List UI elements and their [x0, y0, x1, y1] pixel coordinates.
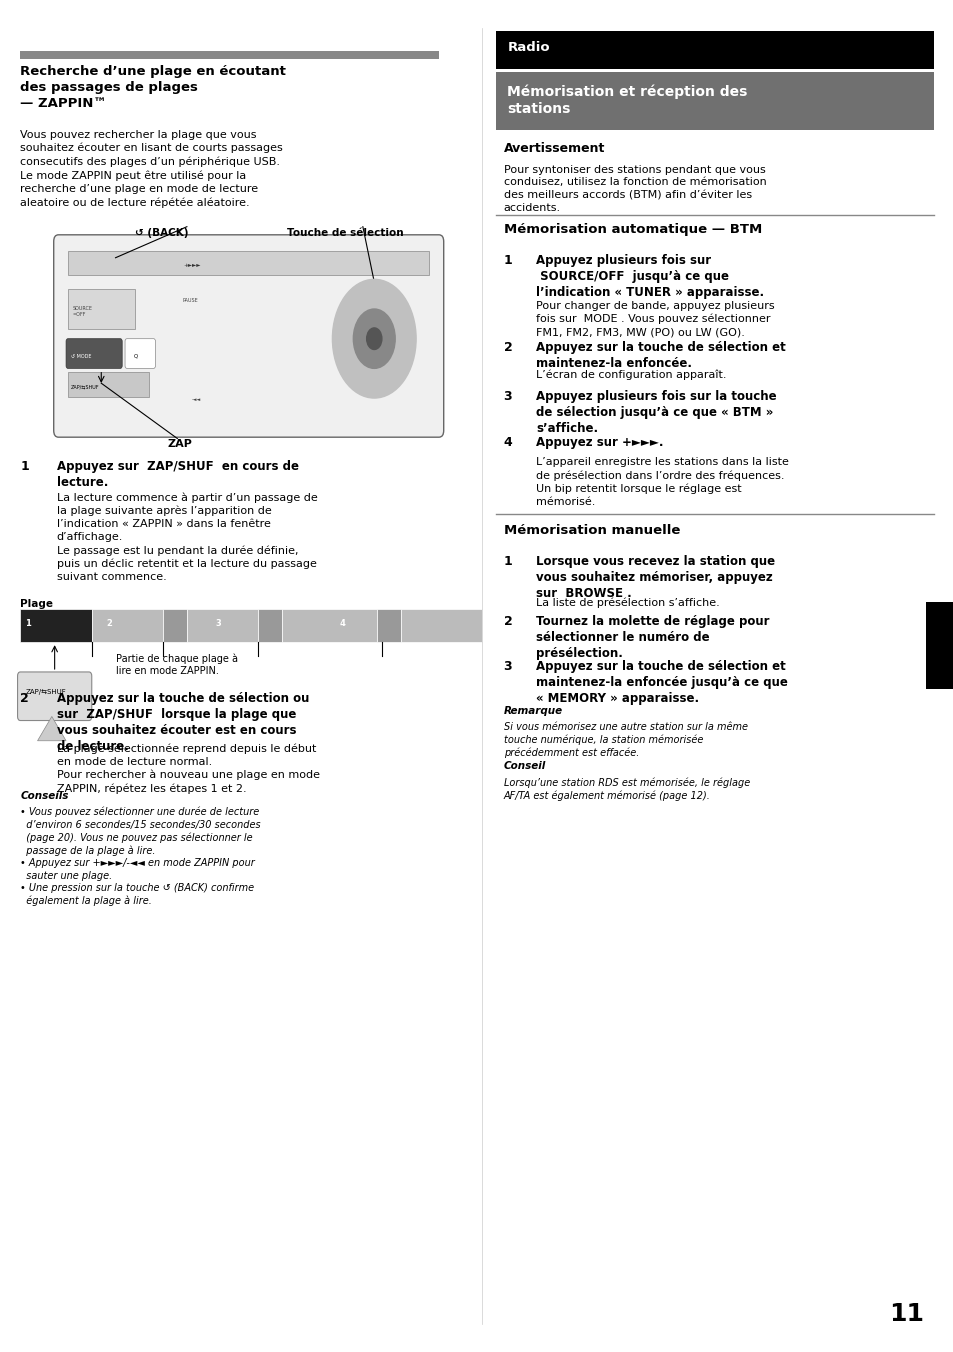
Bar	[496, 31, 933, 69]
Text: Remarque: Remarque	[503, 706, 562, 715]
Bar	[282, 608, 376, 642]
Text: Appuyez sur la touche de sélection et
maintenez-la enfoncée.: Appuyez sur la touche de sélection et ma…	[536, 342, 785, 370]
Text: Plage: Plage	[20, 599, 53, 610]
Bar	[68, 372, 149, 396]
FancyBboxPatch shape	[66, 339, 122, 368]
Text: Tournez la molette de réglage pour
sélectionner le numéro de
présélection.: Tournez la molette de réglage pour sélec…	[536, 615, 769, 660]
Polygon shape	[37, 717, 66, 741]
Bar	[496, 72, 933, 130]
Text: 4: 4	[338, 619, 345, 627]
Circle shape	[353, 310, 395, 368]
Text: SOURCE
=OFF: SOURCE =OFF	[72, 307, 92, 318]
Text: Vous pouvez rechercher la plage que vous
souhaitez écouter en lisant de courts p: Vous pouvez rechercher la plage que vous…	[20, 130, 283, 208]
Bar	[20, 608, 91, 642]
Text: Appuyez sur la touche de sélection ou
sur  ZAP/SHUF  lorsque la plage que
vous s: Appuyez sur la touche de sélection ou su…	[56, 692, 309, 753]
Text: Appuyez plusieurs fois sur
 SOURCE/OFF  jusqu’à ce que
l’indication « TUNER » ap: Appuyez plusieurs fois sur SOURCE/OFF ju…	[536, 254, 763, 299]
Text: 3: 3	[215, 619, 221, 627]
Text: Pour changer de bande, appuyez plusieurs
fois sur  MODE . Vous pouvez sélectionn: Pour changer de bande, appuyez plusieurs…	[536, 301, 774, 337]
Text: 2: 2	[20, 692, 30, 706]
Text: 2: 2	[106, 619, 112, 627]
Text: 3: 3	[503, 389, 512, 403]
Bar	[68, 289, 134, 330]
Text: 1: 1	[503, 254, 512, 266]
Text: 4: 4	[503, 435, 512, 449]
Text: La plage sélectionnée reprend depuis le début
en mode de lecture normal.
Pour re: La plage sélectionnée reprend depuis le …	[56, 744, 319, 794]
Bar	[258, 608, 282, 642]
Text: ZAP/⇆SHUF: ZAP/⇆SHUF	[71, 384, 99, 389]
Bar	[163, 608, 187, 642]
Text: Pour syntoniser des stations pendant que vous
conduisez, utilisez la fonction de: Pour syntoniser des stations pendant que…	[503, 165, 765, 214]
Text: Partie de chaque plage à
lire en mode ZAPPIN.: Partie de chaque plage à lire en mode ZA…	[115, 653, 237, 676]
Text: Conseils: Conseils	[20, 791, 69, 800]
Text: +►►►: +►►►	[183, 264, 200, 268]
Text: Appuyez plusieurs fois sur la touche
de sélection jusqu’à ce que « BTM »
s’affic: Appuyez plusieurs fois sur la touche de …	[536, 389, 776, 435]
Text: L’écran de configuration apparaît.: L’écran de configuration apparaît.	[536, 369, 726, 380]
Text: PAUSE: PAUSE	[182, 299, 197, 303]
Bar	[376, 608, 400, 642]
Text: Recherche d’une plage en écoutant
des passages de plages
— ZAPPIN™: Recherche d’une plage en écoutant des pa…	[20, 65, 286, 110]
Text: Lorsque vous recevez la station que
vous souhaitez mémoriser, appuyez
sur  BROWS: Lorsque vous recevez la station que vous…	[536, 554, 774, 599]
Text: Si vous mémorisez une autre station sur la même
touche numérique, la station mém: Si vous mémorisez une autre station sur …	[503, 722, 747, 758]
Text: Radio: Radio	[507, 41, 550, 54]
Text: ZAP/⇆SHUF: ZAP/⇆SHUF	[25, 690, 66, 695]
Text: Mémorisation et réception des
stations: Mémorisation et réception des stations	[507, 84, 747, 115]
Text: Q: Q	[133, 353, 138, 358]
FancyBboxPatch shape	[53, 235, 443, 437]
Bar	[187, 608, 258, 642]
Text: Mémorisation automatique — BTM: Mémorisation automatique — BTM	[503, 223, 761, 235]
Text: Appuyez sur la touche de sélection et
maintenez-la enfoncée jusqu’à ce que
« MEM: Appuyez sur la touche de sélection et ma…	[536, 660, 787, 704]
Text: ZAP: ZAP	[168, 438, 193, 449]
Text: • Vous pouvez sélectionner une durée de lecture
  d’environ 6 secondes/15 second: • Vous pouvez sélectionner une durée de …	[20, 807, 261, 906]
Text: La lecture commence à partir d’un passage de
la plage suivante après l’apparitio: La lecture commence à partir d’un passag…	[56, 492, 317, 581]
Text: La liste de présélection s’affiche.: La liste de présélection s’affiche.	[536, 598, 719, 608]
Circle shape	[332, 280, 416, 397]
Text: Mémorisation manuelle: Mémorisation manuelle	[503, 523, 679, 537]
Text: Conseil: Conseil	[503, 761, 545, 771]
Bar	[68, 251, 429, 276]
Text: -◄◄: -◄◄	[192, 396, 201, 402]
Text: ↺ (BACK): ↺ (BACK)	[134, 228, 188, 238]
Text: ↺ MODE: ↺ MODE	[71, 353, 91, 358]
Text: Appuyez sur  ZAP/SHUF  en cours de
lecture.: Appuyez sur ZAP/SHUF en cours de lecture…	[56, 460, 298, 489]
Text: Touche de sélection: Touche de sélection	[287, 228, 403, 238]
Text: 2: 2	[503, 615, 512, 629]
Bar	[400, 608, 481, 642]
Text: Appuyez sur +►►►.: Appuyez sur +►►►.	[536, 435, 662, 449]
Circle shape	[366, 329, 381, 349]
Bar	[20, 51, 438, 59]
Text: Avertissement: Avertissement	[503, 142, 604, 154]
Bar	[91, 608, 163, 642]
Text: 11: 11	[888, 1302, 923, 1326]
FancyBboxPatch shape	[17, 672, 91, 721]
Text: Lorsqu’une station RDS est mémorisée, le réglage
AF/TA est également mémorisé (p: Lorsqu’une station RDS est mémorisée, le…	[503, 777, 749, 800]
Text: L’appareil enregistre les stations dans la liste
de présélection dans l’ordre de: L’appareil enregistre les stations dans …	[536, 457, 788, 507]
Text: 1: 1	[20, 460, 30, 473]
Bar	[925, 602, 952, 690]
Text: 1: 1	[503, 554, 512, 568]
Text: 2: 2	[503, 342, 512, 354]
Text: 1: 1	[25, 619, 31, 627]
FancyBboxPatch shape	[125, 339, 155, 368]
Text: 3: 3	[503, 660, 512, 673]
